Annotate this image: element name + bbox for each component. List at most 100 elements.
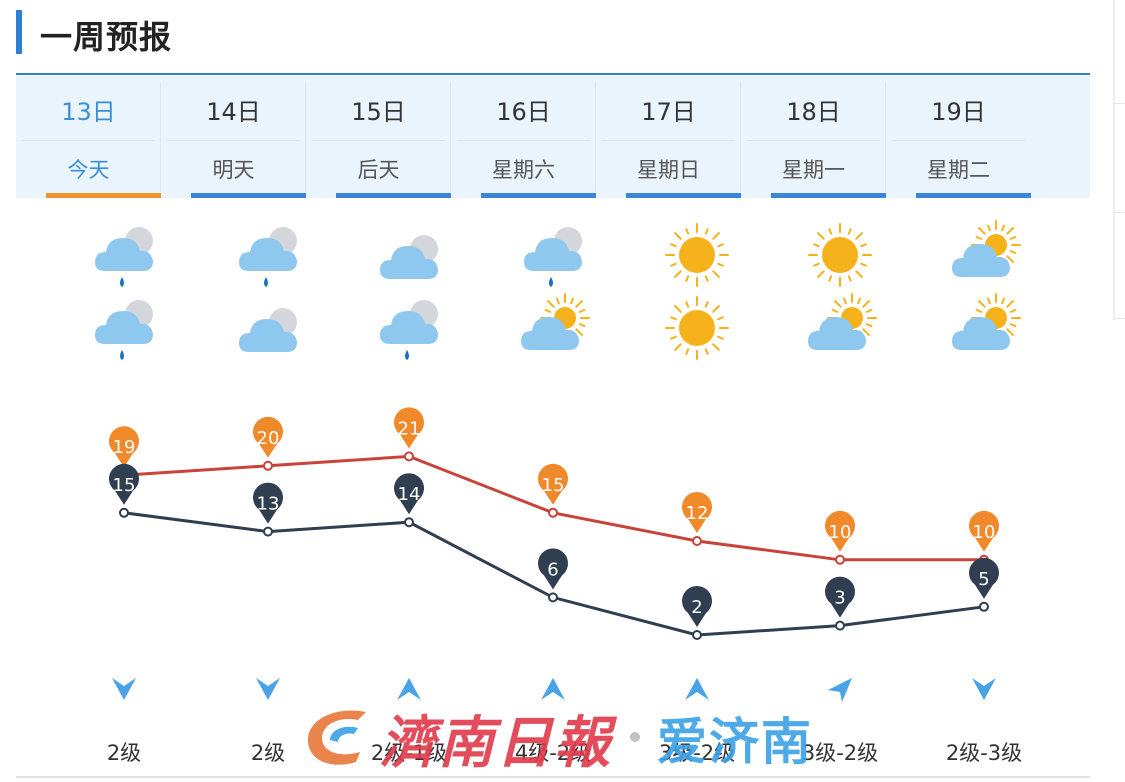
sun-icon <box>800 215 880 295</box>
day-underline <box>46 193 161 198</box>
partly-cloudy-icon <box>944 288 1024 368</box>
high-temp-marker: 10 <box>825 510 855 552</box>
wind-level: 2级 <box>106 741 142 765</box>
watermark-app-name: 爱济南 <box>657 713 813 771</box>
day-date: 14日 <box>206 98 261 126</box>
high-temp-label: 20 <box>257 428 280 449</box>
high-temp-label: 10 <box>973 522 996 543</box>
day-date: 18日 <box>786 98 841 126</box>
day-weekday: 明天 <box>212 158 255 182</box>
day-date: 13日 <box>61 98 116 126</box>
tab-separator <box>747 140 880 141</box>
tab-divider <box>885 82 886 192</box>
day-underline <box>916 193 1031 198</box>
low-temp-point <box>692 630 702 640</box>
rain-cloud-icon <box>513 215 593 295</box>
high-temp-point <box>263 460 273 471</box>
low-temp-point <box>119 507 129 518</box>
low-temp-marker: 3 <box>825 576 855 618</box>
day-tab-1[interactable]: 13日今天 <box>16 76 161 198</box>
wind-level: 2级-1级 <box>370 741 448 765</box>
day-date: 17日 <box>641 98 696 126</box>
day-underline <box>191 193 306 198</box>
partly-cloudy-icon <box>513 288 593 368</box>
high-temp-label: 10 <box>829 522 852 543</box>
high-temp-marker: 19 <box>109 426 139 468</box>
low-temp-label: 14 <box>398 484 421 505</box>
page-title: 一周预报 <box>40 18 173 56</box>
wind-level: 2级 <box>250 741 286 765</box>
wind-level: 3级-2级 <box>658 741 736 765</box>
day-underline <box>626 193 741 198</box>
low-temp-point <box>548 592 558 603</box>
cloud-icon <box>228 288 308 368</box>
rain-cloud-icon <box>84 288 164 368</box>
tab-separator <box>22 140 155 141</box>
high-temp-point <box>548 507 558 518</box>
low-temp-marker: 6 <box>538 548 568 590</box>
wind-down-arrow-icon <box>52 672 197 712</box>
wind-column: 2级-3级 <box>912 672 1057 765</box>
title-accent-bar <box>16 10 22 54</box>
low-temp-label: 13 <box>257 494 280 515</box>
day-weekday: 今天 <box>67 158 110 182</box>
day-tab-7[interactable]: 19日 星期二 <box>886 76 1031 198</box>
day-date: 16日 <box>496 98 551 126</box>
low-temp-marker: 15 <box>109 463 139 505</box>
partly-cloudy-icon <box>800 288 880 368</box>
rain-cloud-icon <box>369 288 449 368</box>
low-temp-marker: 14 <box>394 473 425 515</box>
wind-up-arrow-icon <box>337 672 482 712</box>
day-weekday: 星期日 <box>637 158 700 182</box>
wind-column: 2级-1级 <box>337 672 482 765</box>
right-panel-edge <box>1113 0 1115 320</box>
day-tabs: 13日 今天 14日 明天 15日 后天 16日 星期六 17日 星期日 18日 星期一 19日 星期二 <box>16 76 1090 198</box>
wind-down-arrow-icon <box>196 672 341 712</box>
wind-column: 2级 <box>52 672 197 765</box>
high-temp-label: 21 <box>398 418 421 439</box>
low-temp-label: 3 <box>834 588 845 609</box>
sun-icon <box>657 288 737 368</box>
low-temp-label: 6 <box>547 559 558 580</box>
day-tab-2[interactable]: 14日明天 <box>161 76 306 198</box>
wind-column: 3级-2级 <box>768 672 913 765</box>
tab-separator <box>892 140 1025 141</box>
tab-separator <box>312 140 445 141</box>
wind-down-arrow-icon <box>912 672 1057 712</box>
day-underline <box>481 193 596 198</box>
sun-icon <box>657 215 737 295</box>
partly-cloudy-icon <box>944 215 1024 295</box>
tab-divider <box>305 82 306 192</box>
wind-up-right-arrow-icon <box>768 672 913 712</box>
day-weekday: 星期六 <box>492 158 555 182</box>
day-tab-5[interactable]: 17日星期日 <box>596 76 741 198</box>
right-panel-tick <box>1115 318 1125 319</box>
day-weekday: 后天 <box>357 158 400 182</box>
low-temp-marker: 5 <box>969 557 1000 599</box>
low-temp-marker: 13 <box>253 482 284 524</box>
day-weekday: 星期一 <box>782 158 845 182</box>
high-temp-marker: 15 <box>538 463 568 505</box>
tab-separator <box>457 140 590 141</box>
wind-column: 3级-2级 <box>625 672 770 765</box>
high-temp-point <box>692 536 702 546</box>
wind-up-arrow-icon <box>625 672 770 712</box>
tab-separator <box>602 140 735 141</box>
day-tab-3[interactable]: 15日 后天 <box>306 76 451 198</box>
wind-column: 4级-2级 <box>481 672 626 765</box>
day-tab-6[interactable]: 18日星期一 <box>741 76 886 198</box>
newspaper-logo-icon <box>308 710 366 765</box>
low-temp-point <box>835 620 845 631</box>
low-temp-marker: 2 <box>682 586 712 627</box>
day-weekday: 星期二 <box>927 158 990 182</box>
low-temp-label: 5 <box>978 569 989 590</box>
high-temp-point <box>835 554 845 565</box>
day-underline <box>771 193 886 198</box>
tab-divider <box>595 82 596 192</box>
day-tab-4[interactable]: 16日星期六 <box>451 76 596 198</box>
wind-level: 3级-2级 <box>801 741 879 765</box>
high-temp-label: 19 <box>113 437 136 458</box>
right-panel-tick <box>1115 212 1125 213</box>
tab-separator <box>167 140 300 141</box>
high-temp-label: 12 <box>686 503 709 524</box>
